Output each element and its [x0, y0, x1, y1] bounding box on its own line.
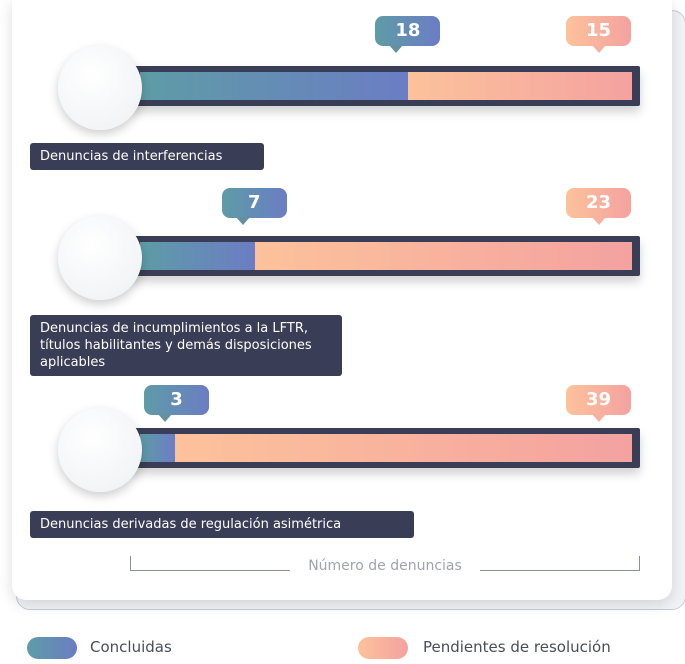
bar-segment	[140, 434, 176, 462]
category-icon	[58, 408, 142, 492]
value-bubble: 23	[566, 188, 631, 225]
value-bubble: 3	[144, 385, 209, 422]
category-icon	[58, 216, 142, 300]
bar-segment	[140, 242, 255, 270]
x-axis-label: Número de denuncias	[290, 558, 480, 574]
bar-segment	[254, 242, 632, 270]
category-label: Denuncias de interferencias	[30, 143, 264, 170]
value-bubble: 39	[566, 385, 631, 422]
bar-segment	[175, 434, 632, 462]
value-bubble: 7	[221, 188, 287, 225]
value-bubble: 18	[375, 16, 441, 53]
legend-swatch	[358, 637, 408, 659]
legend-swatch	[27, 637, 77, 659]
legend-label: Concluidas	[90, 638, 172, 656]
bar-segment	[408, 72, 632, 100]
bar-segment	[140, 72, 409, 100]
value-bubble: 15	[566, 16, 631, 53]
category-icon	[58, 46, 142, 130]
category-label: Denuncias de incumplimientos a la LFTR, …	[30, 315, 342, 376]
category-label: Denuncias derivadas de regulación asimét…	[30, 511, 414, 538]
legend-label: Pendientes de resolución	[423, 638, 611, 656]
